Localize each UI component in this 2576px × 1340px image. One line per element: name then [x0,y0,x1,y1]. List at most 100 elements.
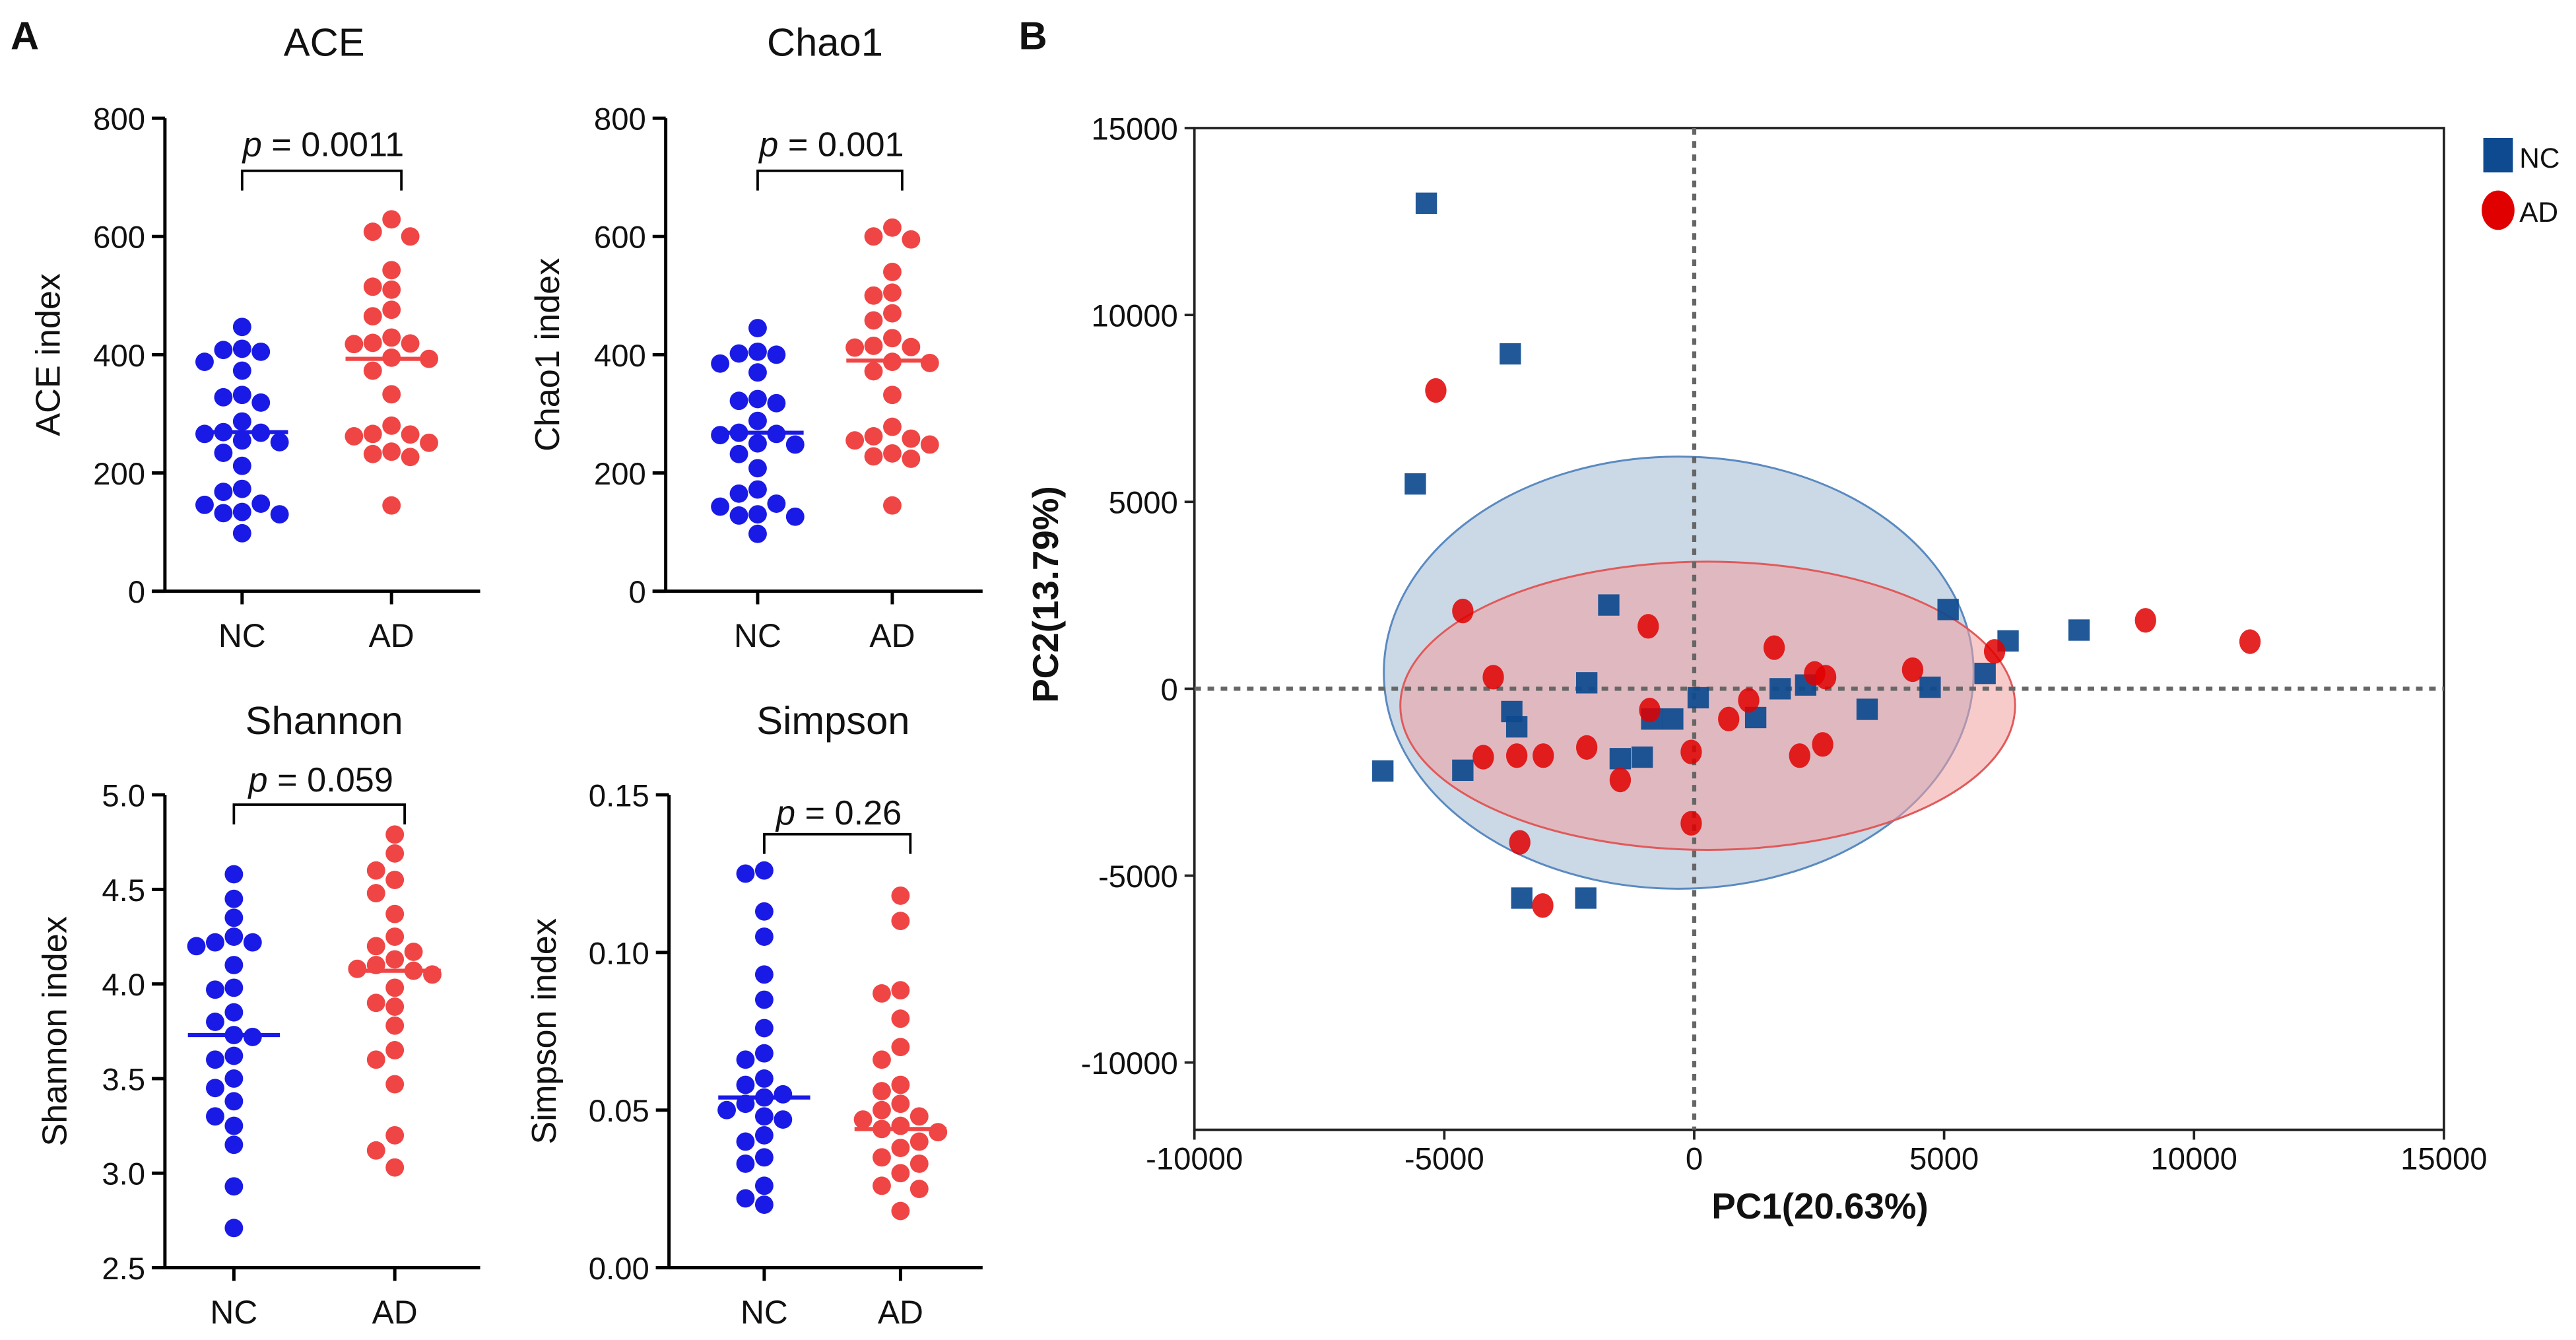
data-point-ad [363,333,382,352]
data-point-ad [385,1075,405,1094]
data-point-nc [224,1135,244,1155]
data-point-nc [224,1177,244,1196]
data-point-nc [748,505,767,524]
x-tick-label: 5000 [1909,1141,1979,1176]
data-point-nc [748,524,767,543]
data-point-nc [195,495,214,514]
panel-label-b: B [1019,14,1047,58]
x-tick-label: -10000 [1146,1141,1243,1176]
data-point-ad [883,283,902,302]
data-point-nc [206,1050,224,1069]
data-point-nc [736,1050,755,1069]
data-point-nc [224,1003,244,1022]
plot-frame [1193,127,2445,1131]
data-point-ad [883,496,902,515]
data-point-ad [385,844,405,863]
legend-marker-nc [2483,137,2513,173]
data-point-nc [754,1195,774,1214]
data-point-nc [232,502,251,521]
data-point-nc [224,1046,244,1065]
data-point-nc [206,1079,224,1098]
data-point-ad [891,1201,910,1221]
data-point-nc [736,1154,755,1173]
data-point-nc [736,1075,755,1094]
data-point-ad [345,427,364,446]
data-point-ad [891,981,910,1000]
data-point-ad [1983,639,2006,664]
data-point-nc [232,361,251,380]
data-point-nc [785,507,805,526]
data-point-ad [845,338,865,357]
data-point-nc [206,980,224,999]
data-point-ad [883,304,902,323]
data-point-nc [1511,887,1533,909]
data-point-nc [224,978,244,997]
data-point-nc [1404,473,1426,495]
data-point-nc [1415,192,1437,215]
data-point-ad [366,993,385,1013]
data-point-ad [853,1110,873,1129]
data-point-ad [891,912,910,931]
data-point-nc [748,389,767,409]
data-point-ad [1575,735,1598,760]
data-point-nc [224,956,244,974]
data-point-nc [214,387,233,407]
data-point-nc [748,342,767,361]
data-point-nc [206,933,224,952]
legend-marker-ad [2482,190,2515,230]
data-point-nc [214,341,233,360]
data-point-ad [909,1180,929,1199]
data-point-ad [385,1125,405,1145]
data-point-nc [232,456,251,475]
data-point-nc [224,908,244,927]
data-point-ad [382,280,401,299]
data-point-ad [873,984,891,1003]
data-point-ad [382,210,401,229]
p-value-annotation: p = 0.001 [758,125,904,164]
y-tick-label: 600 [93,220,145,255]
y-tick-label: 800 [594,102,646,137]
p-value-text: = 0.059 [268,761,393,799]
data-point-nc [1687,687,1709,709]
data-point-ad [1789,743,1810,768]
y-tick-label: 0.05 [589,1094,649,1129]
data-point-ad [401,334,420,353]
data-point-ad [891,1164,910,1183]
x-tick-label: AD [369,617,414,654]
x-axis-label: PC1(20.63%) [1711,1186,1928,1226]
data-point-ad [883,329,902,348]
data-point-ad [883,417,902,436]
dotplot-shannon: Shannon 2.5 3.0 3.5 4.0 4.5 5.0 Shannon index NC… [36,698,480,1331]
data-point-nc [711,354,730,373]
data-point-nc [214,504,233,523]
x-tick-label: NC [741,1294,788,1331]
data-point-ad [864,311,883,330]
data-point-nc [2068,619,2090,641]
data-point-nc [767,393,786,413]
data-point-nc [187,937,206,956]
data-point-nc [1769,678,1791,700]
data-point-ad [1738,688,1760,713]
data-point-ad [1763,635,1785,660]
chart-title: ACE [284,20,365,65]
legend: NC AD [2482,137,2559,230]
data-point-ad [1482,665,1504,690]
data-point-nc [1632,746,1653,768]
data-point-nc [251,494,271,513]
p-symbol: p [242,125,262,164]
data-point-ad [382,385,401,404]
data-point-nc [1974,663,1996,685]
x-tick-label: AD [869,617,915,654]
y-tick-label: 200 [93,457,145,492]
data-point-nc [1856,698,1878,720]
y-tick-label: 3.0 [102,1157,145,1192]
data-point-nc [206,1107,224,1126]
p-value-annotation: p = 0.059 [248,761,393,799]
data-point-ad [385,978,405,997]
data-point-ad [1812,732,1833,757]
data-point-ad [883,385,902,405]
data-point-nc [1500,343,1521,365]
data-point-nc [748,434,767,453]
data-point-ad [1509,830,1531,855]
data-point-nc [251,393,271,412]
